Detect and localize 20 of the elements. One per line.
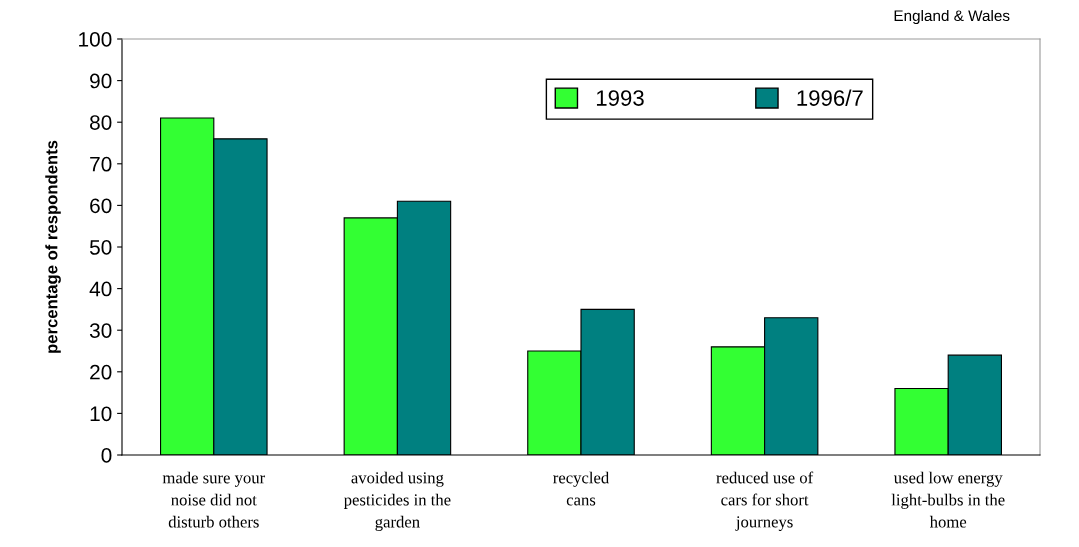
- x-tick-label: made sure your noise did not disturb others: [162, 471, 266, 528]
- y-tick-label: 20: [90, 364, 112, 380]
- y-tick-label: 60: [90, 198, 112, 214]
- x-tick-label: recycled cans: [553, 471, 610, 506]
- y-tick-label: 70: [90, 156, 112, 172]
- y-tick-label: 100: [79, 32, 112, 47]
- y-tick-label: 40: [89, 281, 112, 297]
- x-tick-label: reduced use of cars for short journeys: [716, 471, 814, 531]
- x-tick-label: avoided using pesticides in the garden: [343, 471, 451, 531]
- y-tick-label: 0: [101, 448, 112, 463]
- legend-label: 1993: [596, 90, 644, 106]
- y-tick-label: 90: [90, 73, 112, 89]
- y-axis-title: percentage of respondents: [45, 140, 61, 353]
- y-tick-label: 50: [89, 240, 112, 255]
- y-tick-label: 30: [89, 323, 112, 338]
- text: England & Wales: [894, 9, 1010, 25]
- y-tick-label: 10: [90, 406, 112, 422]
- legend-label: 1996/7: [797, 89, 863, 106]
- x-tick-label: used low energy light-bulbs in the home: [891, 471, 1005, 528]
- y-tick-label: 80: [90, 115, 112, 130]
